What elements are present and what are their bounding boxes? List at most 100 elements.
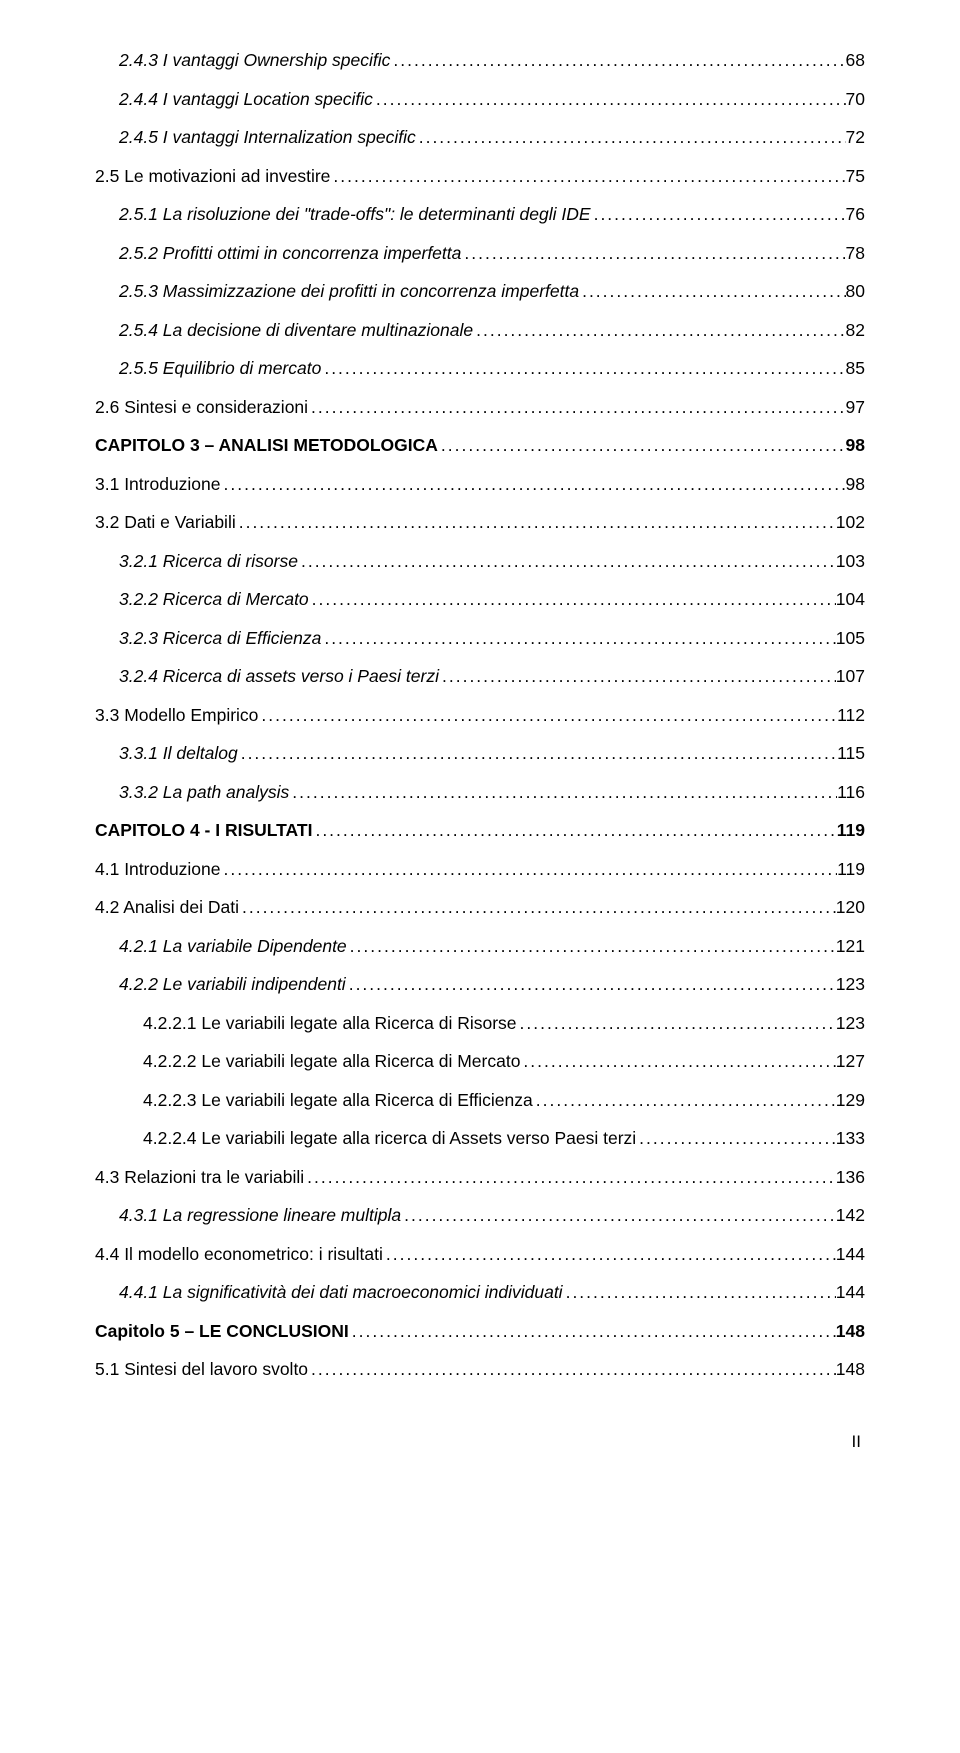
toc-entry: 4.2.2.3 Le variabili legate alla Ricerca… <box>95 1088 865 1113</box>
toc-entry-leader <box>473 318 845 343</box>
toc-entry-page: 123 <box>836 972 865 997</box>
toc-entry-title: 4.3.1 La regressione lineare multipla <box>119 1203 401 1228</box>
toc-entry-leader <box>330 164 845 189</box>
toc-entry-leader <box>258 703 837 728</box>
toc-entry: 4.1 Introduzione 119 <box>95 857 865 882</box>
toc-entry-page: 144 <box>836 1280 865 1305</box>
toc-entry-page: 144 <box>836 1242 865 1267</box>
toc-entry-title: 4.4.1 La significatività dei dati macroe… <box>119 1280 563 1305</box>
toc-entry-page: 116 <box>837 780 865 805</box>
toc-entry-leader <box>520 1049 835 1074</box>
toc-entry-title: 4.4 Il modello econometrico: i risultati <box>95 1242 383 1267</box>
toc-entry-leader <box>533 1088 836 1113</box>
toc-entry-title: 2.5 Le motivazioni ad investire <box>95 164 330 189</box>
toc-entry-title: 3.2.1 Ricerca di risorse <box>119 549 298 574</box>
toc-entry-page: 80 <box>846 279 865 304</box>
toc-entry-leader <box>591 202 846 227</box>
toc-entry-page: 136 <box>836 1165 865 1190</box>
toc-entry-page: 120 <box>836 895 865 920</box>
toc-entry-leader <box>383 1242 836 1267</box>
toc-entry: 4.2.2.2 Le variabili legate alla Ricerca… <box>95 1049 865 1074</box>
toc-entry: 3.3 Modello Empirico 112 <box>95 703 865 728</box>
toc-entry-title: 3.2.3 Ricerca di Efficienza <box>119 626 321 651</box>
toc-entry-leader <box>239 895 836 920</box>
toc-entry-page: 148 <box>836 1319 865 1344</box>
toc-entry-title: 2.5.2 Profitti ottimi in concorrenza imp… <box>119 241 461 266</box>
toc-entry-leader <box>401 1203 836 1228</box>
toc-entry-page: 129 <box>836 1088 865 1113</box>
toc-entry-page: 85 <box>846 356 865 381</box>
toc-entry: 2.6 Sintesi e considerazioni97 <box>95 395 865 420</box>
toc-entry: 2.5 Le motivazioni ad investire 75 <box>95 164 865 189</box>
toc-entry-page: 119 <box>837 818 865 843</box>
toc-entry-page: 127 <box>836 1049 865 1074</box>
toc-entry-title: CAPITOLO 3 – ANALISI METODOLOGICA <box>95 433 438 458</box>
toc-entry-page: 133 <box>836 1126 865 1151</box>
toc-entry-title: 4.2.2.4 Le variabili legate alla ricerca… <box>143 1126 636 1151</box>
toc-entry: 3.2.3 Ricerca di Efficienza 105 <box>95 626 865 651</box>
toc-entry-title: 4.2 Analisi dei Dati <box>95 895 239 920</box>
toc-entry: 2.4.5 I vantaggi Internalization specifi… <box>95 125 865 150</box>
toc-entry-title: 2.4.3 I vantaggi Ownership specific <box>119 48 390 73</box>
toc-entry-leader <box>517 1011 836 1036</box>
toc-entry-leader <box>289 780 837 805</box>
toc-entry-leader <box>461 241 845 266</box>
toc-entry-leader <box>636 1126 836 1151</box>
toc-entry-page: 119 <box>837 857 865 882</box>
toc-entry-page: 98 <box>846 433 865 458</box>
toc-entry-title: 4.3 Relazioni tra le variabili <box>95 1165 304 1190</box>
toc-entry-page: 76 <box>846 202 865 227</box>
toc-entry-page: 148 <box>836 1357 865 1382</box>
toc-entry-title: CAPITOLO 4 - I RISULTATI <box>95 818 312 843</box>
toc-entry: 3.2 Dati e Variabili 102 <box>95 510 865 535</box>
toc-entry-page: 75 <box>846 164 865 189</box>
toc-entry: 4.2.2.4 Le variabili legate alla ricerca… <box>95 1126 865 1151</box>
toc-entry-leader <box>346 972 836 997</box>
toc-entry-page: 103 <box>836 549 865 574</box>
toc-entry-page: 115 <box>837 741 865 766</box>
toc-container: 2.4.3 I vantaggi Ownership specific 68 2.4… <box>95 48 865 1382</box>
toc-entry: 3.2.4 Ricerca di assets verso i Paesi te… <box>95 664 865 689</box>
toc-entry-title: 3.3 Modello Empirico <box>95 703 258 728</box>
toc-entry-title: 2.5.5 Equilibrio di mercato <box>119 356 321 381</box>
toc-entry-title: 2.4.4 I vantaggi Location specific <box>119 87 373 112</box>
toc-entry-leader <box>312 818 836 843</box>
toc-entry: 4.2 Analisi dei Dati 120 <box>95 895 865 920</box>
toc-entry-leader <box>238 741 837 766</box>
toc-entry-page: 82 <box>846 318 865 343</box>
toc-entry-leader <box>347 934 836 959</box>
toc-entry-leader <box>579 279 845 304</box>
toc-entry-title: 4.2.2.2 Le variabili legate alla Ricerca… <box>143 1049 520 1074</box>
toc-entry: CAPITOLO 4 - I RISULTATI 119 <box>95 818 865 843</box>
toc-entry-title: 3.2 Dati e Variabili <box>95 510 236 535</box>
toc-entry-title: 3.3.1 Il deltalog <box>119 741 238 766</box>
toc-entry-title: 4.2.2 Le variabili indipendenti <box>119 972 346 997</box>
toc-entry-leader <box>416 125 846 150</box>
toc-entry-title: 2.5.4 La decisione di diventare multinaz… <box>119 318 473 343</box>
toc-entry-page: 112 <box>837 703 865 728</box>
toc-entry-leader <box>308 395 845 420</box>
toc-entry-page: 105 <box>836 626 865 651</box>
toc-entry-title: 4.1 Introduzione <box>95 857 221 882</box>
toc-entry-title: 4.2.2.3 Le variabili legate alla Ricerca… <box>143 1088 533 1113</box>
page-footer: II <box>95 1432 865 1452</box>
toc-entry: 4.3 Relazioni tra le variabili 136 <box>95 1165 865 1190</box>
toc-entry-page: 121 <box>836 934 865 959</box>
toc-entry-page: 97 <box>846 395 865 420</box>
toc-entry: 4.2.1 La variabile Dipendente121 <box>95 934 865 959</box>
toc-entry-title: 3.1 Introduzione <box>95 472 221 497</box>
toc-entry-title: 2.4.5 I vantaggi Internalization specifi… <box>119 125 416 150</box>
toc-entry-page: 68 <box>846 48 865 73</box>
toc-entry-title: 3.2.2 Ricerca di Mercato <box>119 587 309 612</box>
toc-entry: 4.4.1 La significatività dei dati macroe… <box>95 1280 865 1305</box>
toc-entry-page: 123 <box>836 1011 865 1036</box>
toc-entry: 4.2.2 Le variabili indipendenti 123 <box>95 972 865 997</box>
toc-entry-leader <box>221 472 846 497</box>
toc-entry-page: 72 <box>846 125 865 150</box>
toc-entry: 4.2.2.1 Le variabili legate alla Ricerca… <box>95 1011 865 1036</box>
toc-entry-leader <box>236 510 836 535</box>
toc-entry: 3.3.1 Il deltalog 115 <box>95 741 865 766</box>
toc-entry-title: Capitolo 5 – LE CONCLUSIONI <box>95 1319 349 1344</box>
toc-entry-page: 102 <box>836 510 865 535</box>
toc-entry: 4.4 Il modello econometrico: i risultati… <box>95 1242 865 1267</box>
